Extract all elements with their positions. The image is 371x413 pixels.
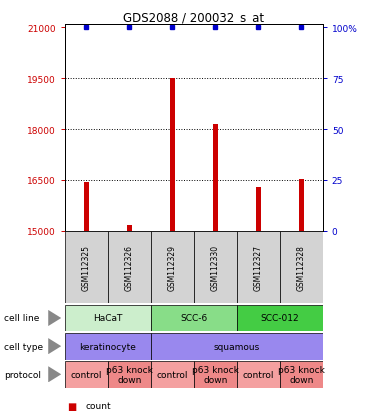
Bar: [108, 361, 151, 388]
Text: GSM112330: GSM112330: [211, 244, 220, 290]
Text: GSM112328: GSM112328: [297, 244, 306, 290]
Text: HaCaT: HaCaT: [93, 314, 122, 323]
Text: GSM112327: GSM112327: [254, 244, 263, 290]
Text: p63 knock
down: p63 knock down: [192, 365, 239, 384]
Text: cell line: cell line: [4, 314, 39, 323]
Bar: [65, 333, 151, 360]
Text: GSM112329: GSM112329: [168, 244, 177, 290]
Text: control: control: [157, 370, 188, 379]
Bar: [256, 187, 261, 231]
Bar: [280, 361, 323, 388]
Bar: [65, 361, 108, 388]
Text: GSM112326: GSM112326: [125, 244, 134, 290]
Text: GSM112325: GSM112325: [82, 244, 91, 290]
Bar: [237, 231, 280, 304]
Polygon shape: [48, 366, 61, 382]
Bar: [65, 305, 151, 332]
Bar: [65, 231, 108, 304]
Text: SCC-012: SCC-012: [260, 314, 299, 323]
Text: ■: ■: [67, 401, 76, 411]
Polygon shape: [48, 338, 61, 354]
Bar: [151, 305, 237, 332]
Bar: [237, 361, 280, 388]
Bar: [280, 231, 323, 304]
Text: keratinocyte: keratinocyte: [79, 342, 136, 351]
Bar: [151, 333, 323, 360]
Text: p63 knock
down: p63 knock down: [278, 365, 325, 384]
Bar: [127, 225, 132, 231]
Bar: [299, 180, 304, 231]
Bar: [170, 79, 175, 231]
Bar: [84, 182, 89, 231]
Text: SCC-6: SCC-6: [180, 314, 207, 323]
Text: squamous: squamous: [214, 342, 260, 351]
Bar: [237, 305, 323, 332]
Text: control: control: [70, 370, 102, 379]
Title: GDS2088 / 200032_s_at: GDS2088 / 200032_s_at: [123, 11, 265, 24]
Bar: [151, 231, 194, 304]
Bar: [108, 231, 151, 304]
Text: control: control: [243, 370, 274, 379]
Bar: [213, 125, 218, 231]
Bar: [194, 361, 237, 388]
Bar: [194, 231, 237, 304]
Bar: [151, 361, 194, 388]
Text: count: count: [85, 401, 111, 410]
Polygon shape: [48, 310, 61, 326]
Text: protocol: protocol: [4, 370, 41, 379]
Text: p63 knock
down: p63 knock down: [106, 365, 153, 384]
Text: cell type: cell type: [4, 342, 43, 351]
